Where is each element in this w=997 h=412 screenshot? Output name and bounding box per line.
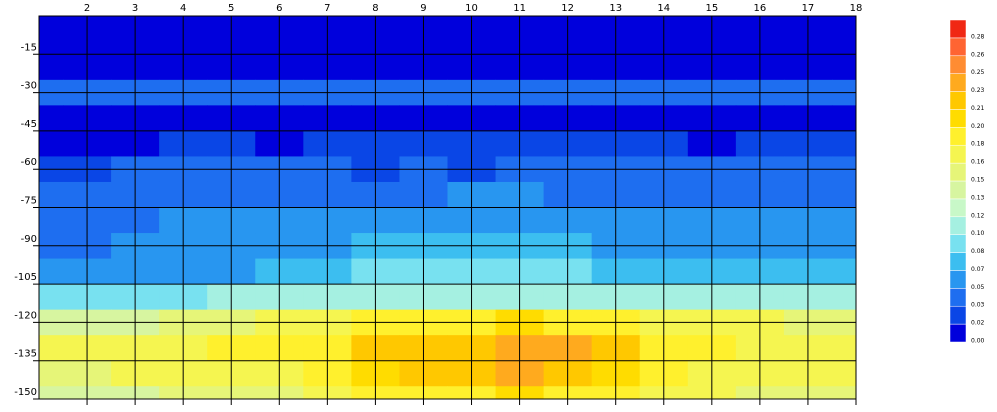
x-tick-label: 17 <box>802 3 815 14</box>
x-tick-label: 8 <box>372 3 378 14</box>
colorbar-box <box>949 288 967 307</box>
x-tick-label: 18 <box>850 3 863 14</box>
x-tick-label: 6 <box>276 3 282 14</box>
colorbar-box <box>949 162 967 182</box>
x-tick-label: 3 <box>132 3 138 14</box>
y-tick-label: -30 <box>21 81 37 92</box>
colorbar-label: 0.05 <box>971 284 985 291</box>
colorbar-box <box>949 180 967 200</box>
colorbar-label: 0.20 <box>971 123 985 130</box>
x-tick-label: 9 <box>420 3 426 14</box>
x-tick-label: 5 <box>228 3 234 14</box>
y-tick-label: -150 <box>14 387 37 398</box>
contour-cell <box>39 105 64 132</box>
x-tick-label: 10 <box>465 3 478 14</box>
colorbar-box <box>949 305 967 325</box>
contour-cell <box>831 386 857 400</box>
y-tick-label: -120 <box>14 310 37 321</box>
x-tick-label: 4 <box>180 3 186 14</box>
colorbar-label: 0.16 <box>971 159 985 166</box>
contour-cell <box>39 181 64 208</box>
y-tick-label: -105 <box>14 272 37 283</box>
x-tick-label: 11 <box>513 3 526 14</box>
x-tick-label: 15 <box>705 3 718 14</box>
contour-cell <box>831 258 857 285</box>
contour-cell <box>39 16 64 30</box>
colorbar-box <box>949 73 967 92</box>
x-tick-label: 13 <box>609 3 622 14</box>
x-tick-label: 7 <box>324 3 330 14</box>
colorbar-label: 0.10 <box>971 230 985 237</box>
contour-cell <box>831 181 857 208</box>
contour-cell <box>39 386 64 400</box>
contour-cell <box>39 130 64 157</box>
contour-cell <box>39 54 64 81</box>
colorbar-label: 0.28 <box>971 33 985 40</box>
colorbar: 0.00 0.02 0.03 0.05 0.07 0.08 0.10 0.12 0.13 0.15… <box>949 19 985 345</box>
contour-cell <box>831 54 857 81</box>
colorbar-label: 0.02 <box>971 320 985 327</box>
colorbar-label: 0.23 <box>971 87 985 94</box>
contour-cell <box>39 207 64 234</box>
colorbar-label: 0.00 <box>971 338 985 345</box>
colorbar-box <box>949 198 967 218</box>
colorbar-box <box>949 109 967 128</box>
y-tick-label: -75 <box>21 196 37 207</box>
colorbar-label: 0.08 <box>971 248 985 255</box>
contour-cell <box>831 207 857 234</box>
contour-cell <box>39 28 64 55</box>
x-tick-label: 14 <box>657 3 670 14</box>
contour-cell <box>831 105 857 132</box>
colorbar-label: 0.25 <box>971 69 985 76</box>
contour-cell <box>831 335 857 362</box>
colorbar-label: 0.07 <box>971 266 985 273</box>
contour-cell <box>39 360 64 387</box>
contour-cell <box>39 284 64 311</box>
colorbar-box <box>949 55 967 74</box>
colorbar-box <box>949 144 967 164</box>
colorbar-label: 0.26 <box>971 51 985 58</box>
colorbar-box <box>949 91 967 110</box>
y-tick-label: -135 <box>14 349 37 360</box>
contour-cell <box>831 284 857 311</box>
contour-cell <box>39 335 64 362</box>
x-tick-label: 2 <box>84 3 90 14</box>
colorbar-box <box>949 270 967 289</box>
colorbar-label: 0.15 <box>971 177 985 184</box>
contour-cell <box>39 258 64 285</box>
x-tick-label: 12 <box>561 3 574 14</box>
y-tick-label: -15 <box>21 42 37 53</box>
y-tick-label: -60 <box>21 157 37 168</box>
colorbar-box <box>949 216 967 235</box>
colorbar-label: 0.12 <box>971 212 985 219</box>
colorbar-box <box>949 323 967 343</box>
colorbar-box <box>949 19 967 39</box>
contour-cell <box>831 130 857 157</box>
y-tick-label: -90 <box>21 234 37 245</box>
colorbar-label: 0.21 <box>971 105 985 112</box>
contour-cell <box>831 28 857 55</box>
colorbar-label: 0.03 <box>971 302 985 309</box>
colorbar-label: 0.18 <box>971 141 985 148</box>
colorbar-box <box>949 37 967 57</box>
y-tick-label: -45 <box>21 119 37 130</box>
colorbar-box <box>949 234 967 253</box>
x-tick-label: 16 <box>754 3 767 14</box>
colorbar-label: 0.13 <box>971 194 985 201</box>
colorbar-box <box>949 127 967 146</box>
contour-cell <box>831 16 857 30</box>
colorbar-box <box>949 252 967 271</box>
plot-frame <box>38 15 857 400</box>
contour-cell <box>831 360 857 387</box>
